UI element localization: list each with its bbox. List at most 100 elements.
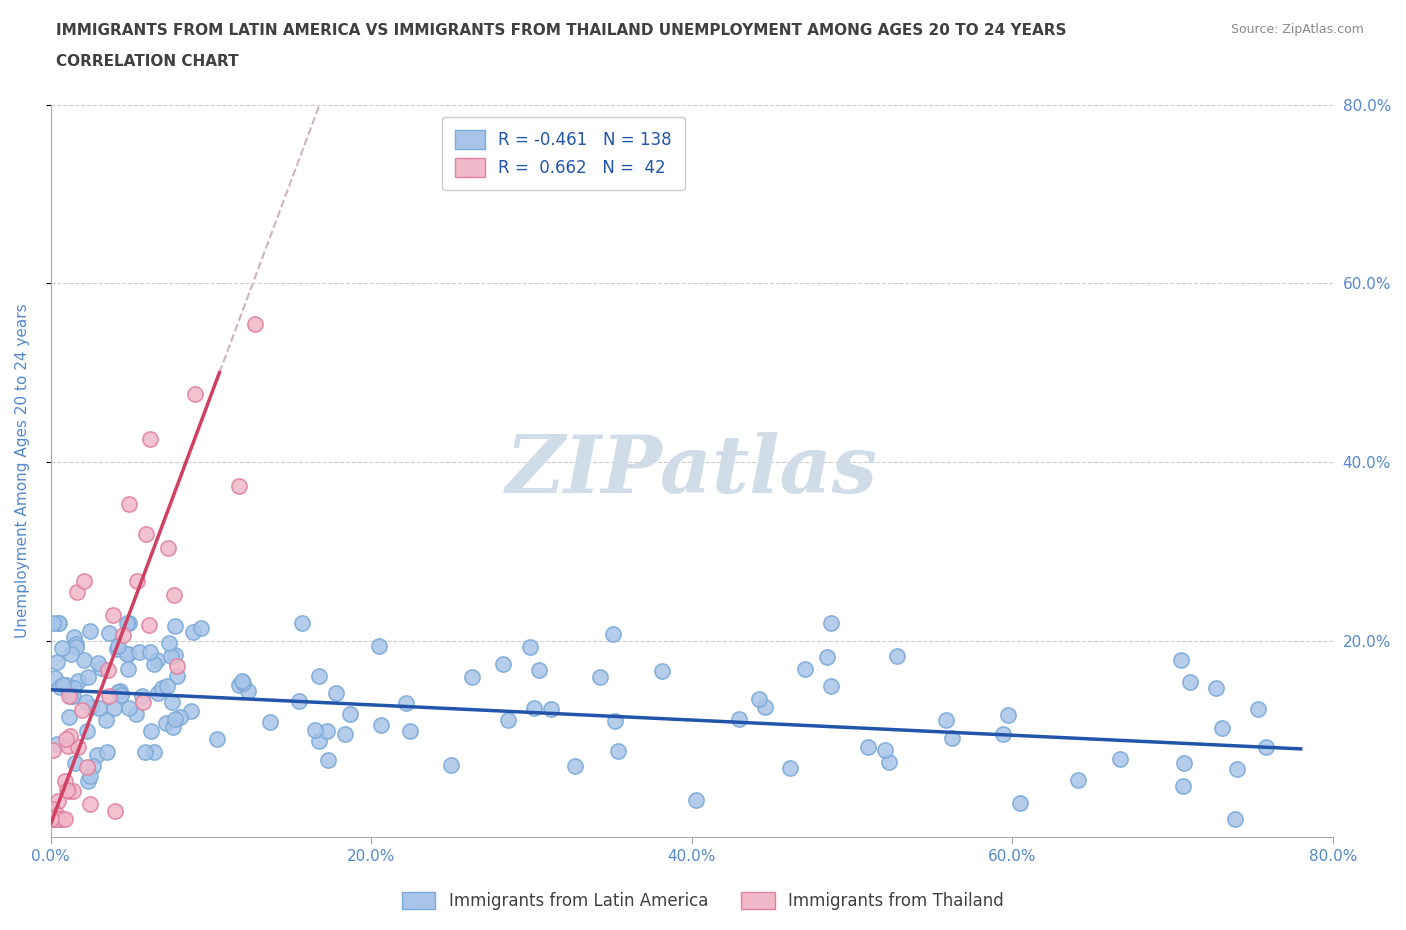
Point (75, 695, 97, 710)
Point (207, 732, 229, 747)
Point (103, 700, 125, 715)
Point (886, 648, 908, 663)
Point (333, 726, 356, 741)
Point (58, 684, 80, 698)
Point (62, 784, 84, 799)
Point (492, 657, 515, 671)
Point (110, 684, 132, 698)
Point (66, 584, 89, 599)
Point (779, 760, 801, 775)
Point (118, 700, 141, 715)
Point (67, 739, 90, 754)
Point (190, 620, 212, 635)
Point (163, 618, 186, 633)
Point (991, 727, 1014, 742)
Point (1178, 674, 1201, 689)
Point (754, 700, 776, 715)
Point (461, 670, 484, 684)
Point (67, 673, 90, 688)
Point (165, 711, 187, 726)
Point (935, 713, 957, 728)
Point (605, 713, 627, 728)
Point (53, 812, 76, 827)
Point (79, 796, 101, 811)
Point (73, 652, 96, 667)
Point (150, 680, 173, 695)
Point (53, 774, 76, 789)
Point (564, 759, 586, 774)
Point (941, 731, 963, 746)
Point (169, 710, 191, 724)
Point (820, 679, 842, 694)
Point (180, 704, 202, 719)
Point (45, 655, 67, 670)
Point (90, 660, 112, 675)
Y-axis label: Unemployment Among Ages 20 to 24 years: Unemployment Among Ages 20 to 24 years (15, 303, 30, 638)
Point (157, 636, 180, 651)
Point (107, 684, 129, 699)
Point (76, 759, 98, 774)
Text: Source: ZipAtlas.com: Source: ZipAtlas.com (1230, 23, 1364, 36)
Point (139, 432, 162, 446)
Point (1225, 812, 1247, 827)
Point (79, 769, 101, 784)
Point (166, 669, 188, 684)
Point (1247, 701, 1270, 716)
Point (316, 724, 339, 738)
Point (77, 670, 100, 684)
Point (138, 618, 160, 632)
Point (815, 650, 838, 665)
Point (42, 616, 65, 631)
Point (111, 628, 134, 643)
Point (165, 647, 187, 662)
Point (607, 744, 630, 759)
Point (160, 648, 183, 663)
Point (45, 737, 67, 751)
Point (231, 673, 253, 688)
Point (44, 671, 66, 685)
Point (232, 675, 254, 690)
Point (41, 812, 63, 827)
Point (325, 685, 347, 700)
Point (146, 685, 169, 700)
Point (523, 701, 546, 716)
Legend: R = -0.461   N = 138, R =  0.662   N =  42: R = -0.461 N = 138, R = 0.662 N = 42 (441, 116, 685, 191)
Point (118, 616, 141, 631)
Point (87, 656, 110, 671)
Point (243, 316, 266, 331)
Point (49, 680, 72, 695)
Point (65, 636, 87, 651)
Point (110, 687, 132, 702)
Point (155, 716, 177, 731)
Point (41, 802, 63, 817)
Point (127, 574, 149, 589)
Point (875, 742, 897, 757)
Point (304, 723, 326, 737)
Point (498, 713, 520, 728)
Point (58, 689, 80, 704)
Point (118, 497, 141, 512)
Point (101, 608, 124, 623)
Point (58, 783, 80, 798)
Point (1010, 795, 1032, 810)
Point (59, 728, 82, 743)
Point (62, 688, 84, 703)
Point (52, 677, 75, 692)
Point (41, 742, 63, 757)
Point (1211, 721, 1233, 736)
Point (48, 616, 70, 631)
Point (115, 647, 138, 662)
Point (166, 658, 188, 673)
Point (339, 707, 361, 722)
Point (42, 812, 65, 827)
Point (727, 711, 749, 726)
Point (288, 694, 311, 709)
Point (117, 616, 139, 631)
Point (1109, 751, 1132, 766)
Point (146, 653, 169, 668)
Point (97, 663, 120, 678)
Point (259, 714, 281, 729)
Point (794, 661, 817, 676)
Point (540, 702, 562, 717)
Legend: Immigrants from Latin America, Immigrants from Thailand: Immigrants from Latin America, Immigrant… (395, 885, 1011, 917)
